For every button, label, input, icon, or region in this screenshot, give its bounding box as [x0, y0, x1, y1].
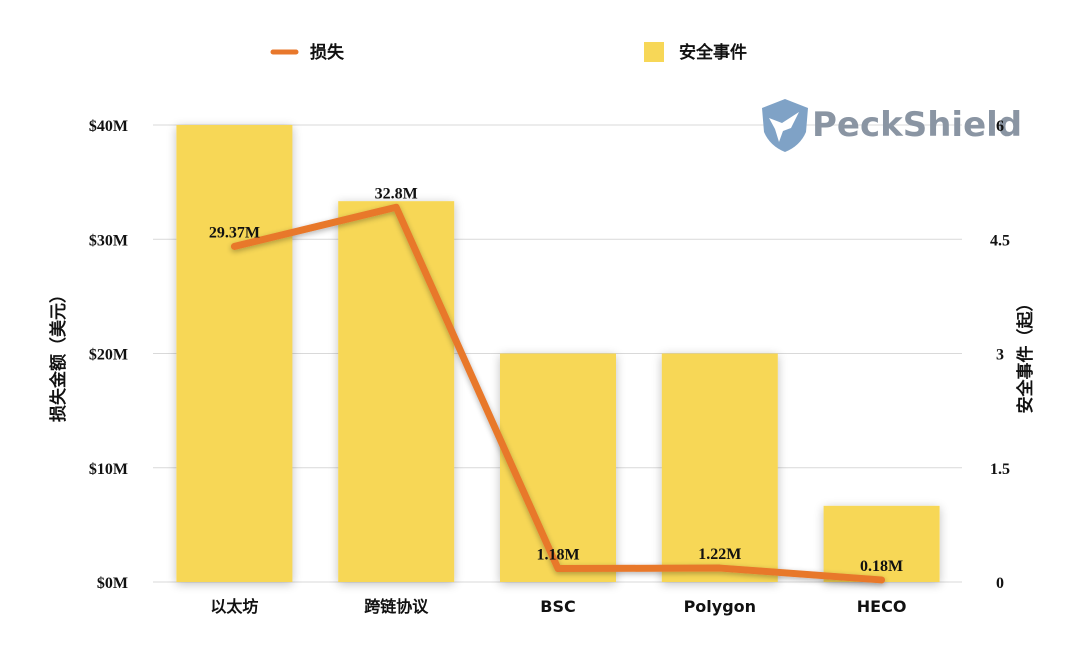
bar: [500, 353, 616, 582]
right-tick-label: 0: [996, 575, 1004, 592]
left-tick-label: $10M: [89, 461, 128, 478]
bar-series: [176, 125, 940, 582]
bar: [661, 353, 778, 582]
watermark-text: PeckShield: [812, 105, 1022, 145]
category-label: HECO: [857, 597, 907, 616]
category-label: BSC: [540, 597, 575, 616]
data-labels: 29.37M 32.8M 1.18M 1.22M 0.18M: [209, 185, 903, 575]
right-tick-label: 1.5: [990, 461, 1010, 478]
data-label: 29.37M: [209, 224, 260, 241]
legend-bar-swatch: [644, 42, 664, 62]
legend: 损失 安全事件: [270, 42, 747, 63]
left-tick-label: $20M: [89, 347, 128, 364]
line-series: [230, 203, 886, 584]
left-tick-label: $40M: [89, 118, 128, 135]
category-label: 以太坊: [210, 597, 258, 616]
left-axis-ticks: $0M $10M $20M $30M $40M: [89, 118, 128, 592]
left-tick-label: $0M: [97, 575, 128, 592]
bar: [823, 505, 940, 582]
left-tick-label: $30M: [89, 232, 128, 249]
category-label: Polygon: [684, 597, 756, 616]
right-axis-title: 安全事件（起）: [1015, 295, 1036, 414]
right-tick-label: 6: [996, 118, 1004, 135]
shield-eagle-logo-icon: [762, 99, 808, 152]
category-axis: 以太坊 跨链协议 BSC Polygon HECO: [210, 597, 906, 616]
bar: [176, 125, 293, 582]
legend-line-label: 损失: [310, 42, 345, 63]
data-label: 1.18M: [536, 547, 579, 564]
right-tick-label: 4.5: [990, 232, 1010, 249]
legend-bar-label: 安全事件: [679, 42, 747, 63]
data-label: 1.22M: [698, 546, 741, 563]
left-axis-title: 损失金额（美元）: [48, 286, 69, 422]
right-axis-ticks: 0 1.5 3 4.5 6: [990, 118, 1010, 592]
peckshield-watermark: PeckShield: [762, 99, 1022, 152]
category-label: 跨链协议: [364, 597, 429, 616]
data-label: 0.18M: [860, 558, 903, 575]
bar: [338, 201, 455, 582]
right-tick-label: 3: [996, 347, 1004, 364]
data-label: 32.8M: [375, 185, 418, 202]
